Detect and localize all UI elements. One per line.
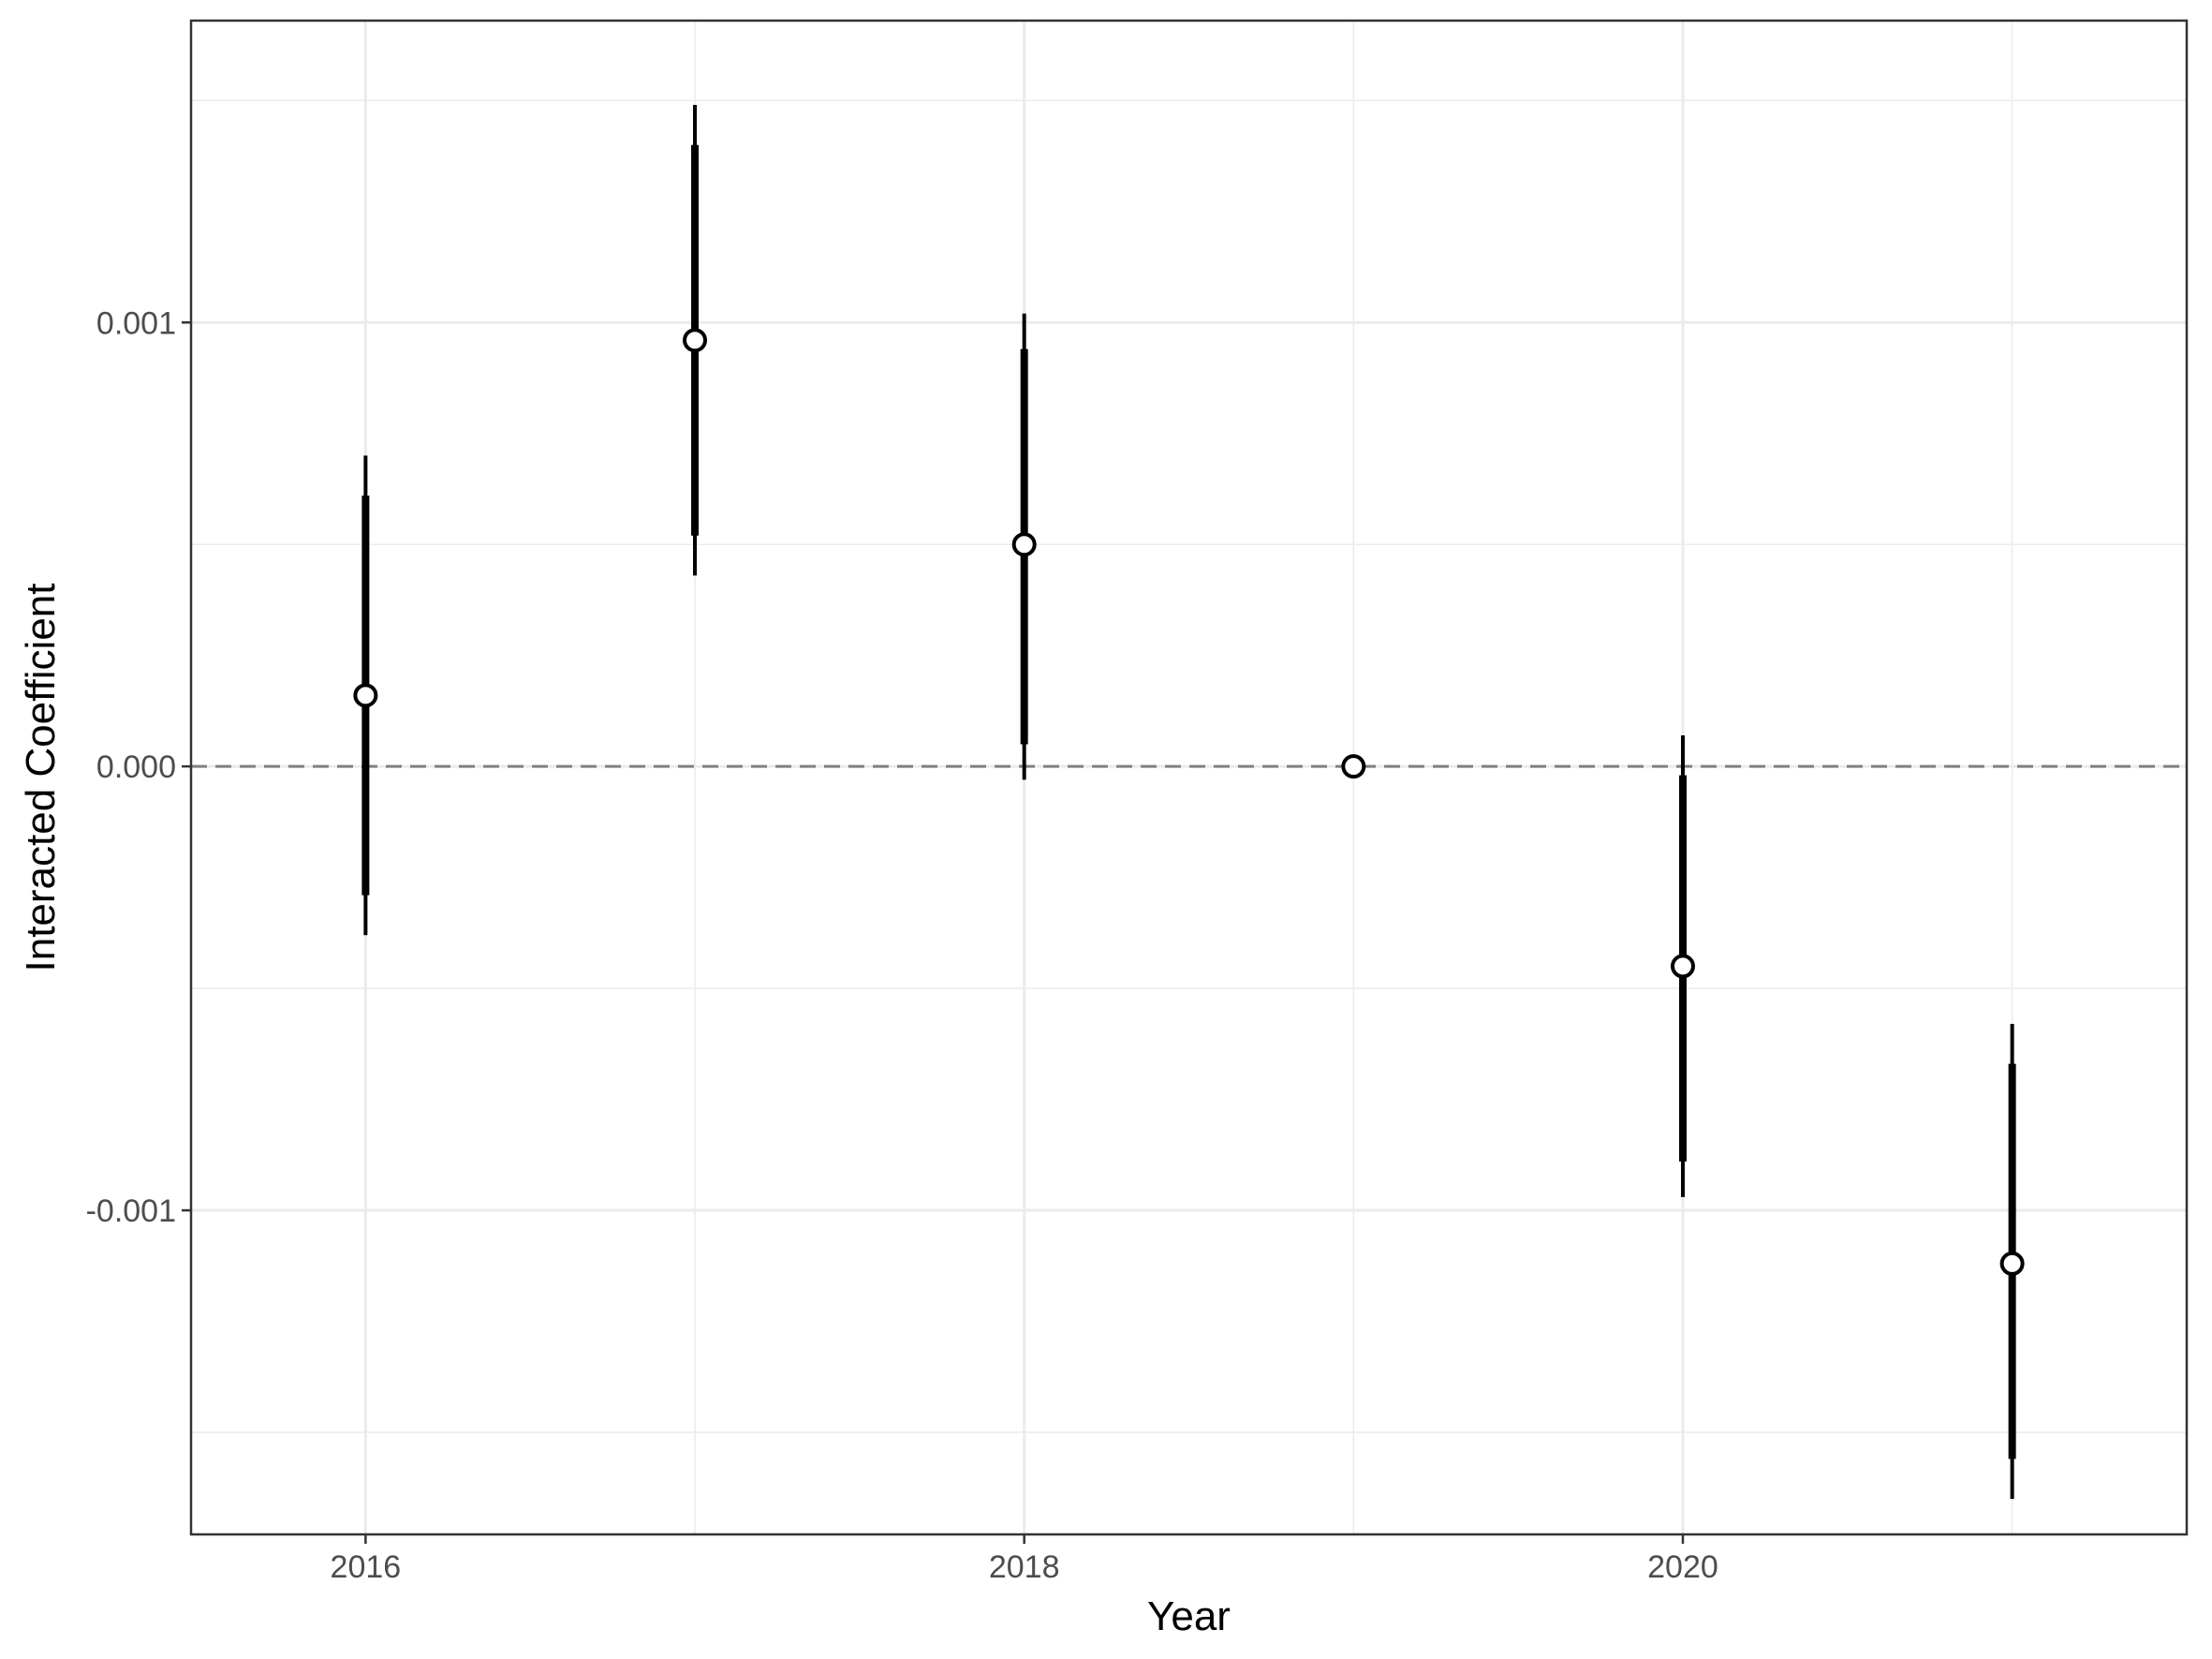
x-axis-title: Year: [1147, 1593, 1231, 1639]
point-estimate-2020: [1670, 954, 1695, 979]
point-estimate-2017: [683, 328, 708, 353]
minor-grid: [191, 21, 2187, 1534]
y-tick-label: -0.001: [86, 1193, 176, 1229]
point-estimate-2018: [1011, 532, 1037, 557]
panel-border: [189, 19, 2189, 1536]
x-tick-label: 2020: [1647, 1549, 1718, 1585]
x-tick-label: 2018: [989, 1549, 1060, 1585]
y-tick-label: 0.000: [96, 749, 176, 785]
point-estimate-2016: [353, 683, 378, 708]
x-axis-ticks: 2016 2018 2020: [331, 1534, 1718, 1585]
point-estimate-2019: [1341, 754, 1366, 779]
y-tick-label: 0.001: [96, 305, 176, 341]
x-tick-label: 2016: [331, 1549, 402, 1585]
point-estimate-2021: [1999, 1251, 2025, 1276]
point-estimates: [353, 328, 2025, 1276]
y-axis-ticks: -0.001 0.000 0.001: [86, 305, 191, 1229]
y-axis-title: Interacted Coefficient: [18, 584, 64, 972]
